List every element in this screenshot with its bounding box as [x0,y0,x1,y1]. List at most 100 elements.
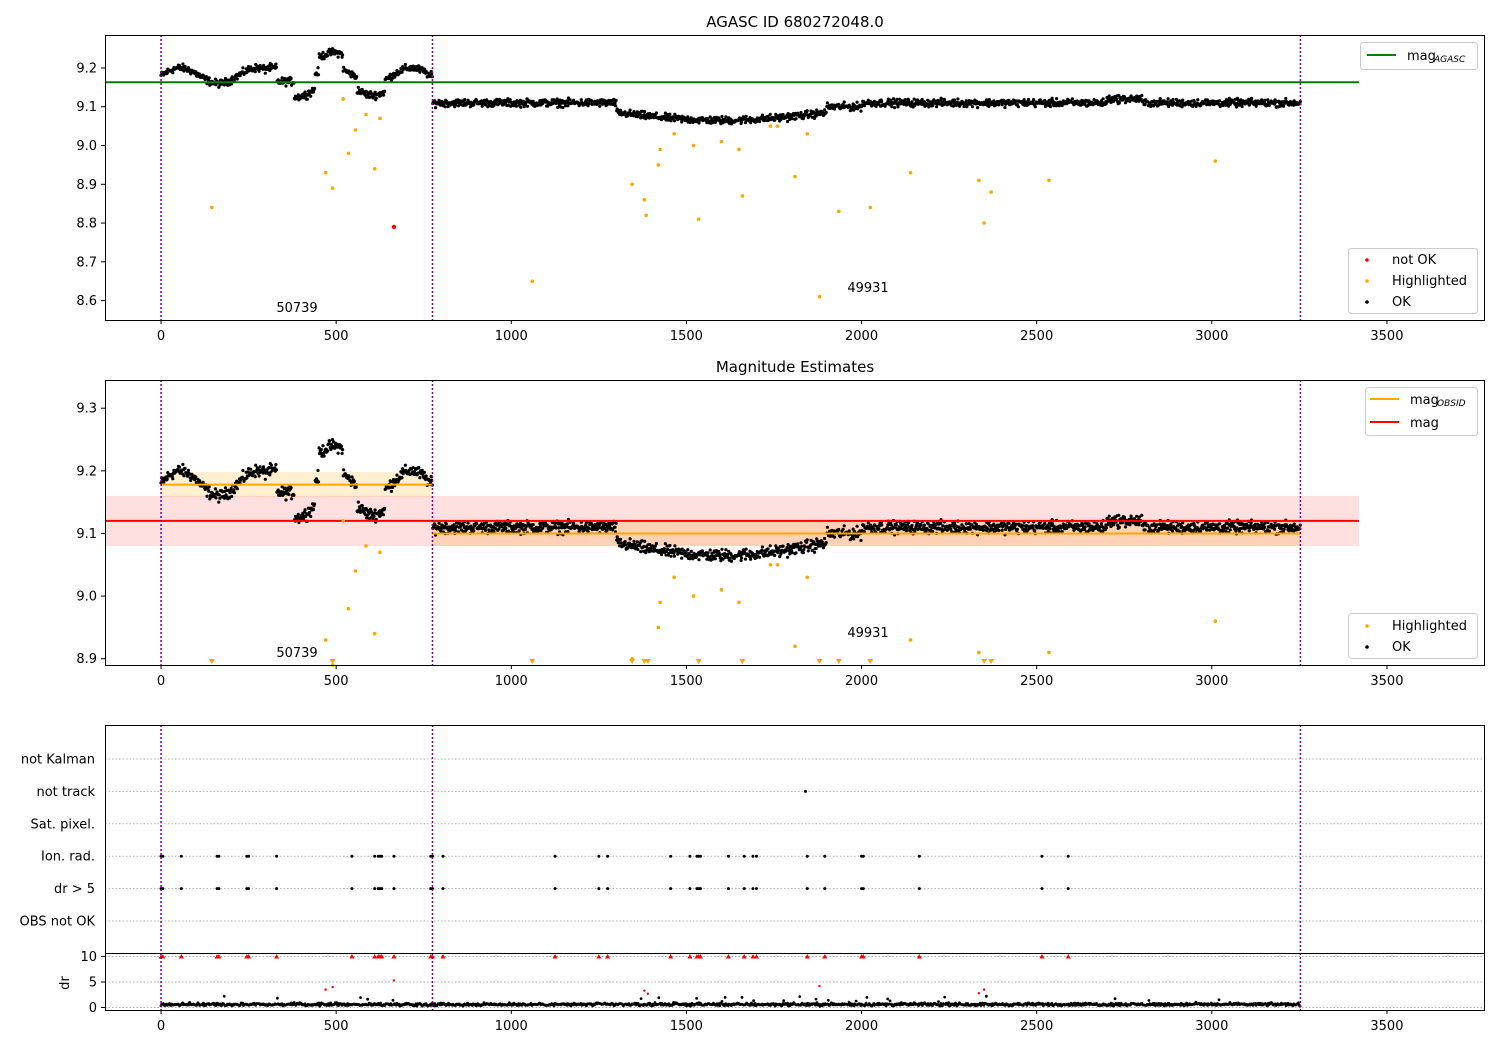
ok-point [274,62,278,66]
ok-point [710,551,714,555]
ok-point [1007,98,1011,102]
ok-point [369,509,373,514]
ok-point [1227,96,1231,100]
ok-point [307,92,312,96]
ok-point [1179,524,1184,528]
ok-point [922,523,926,527]
y-tick-label: 8.8 [76,217,97,232]
flag-point [350,887,354,891]
ok-point [801,551,805,555]
ok-point [777,548,781,552]
ok-point [586,530,590,534]
ok-point [400,70,404,74]
x-tick-label: 1500 [670,329,703,344]
ok-point [912,97,916,101]
ok-point [997,103,1001,107]
ok-point [992,522,996,526]
ok-point [1232,524,1236,529]
ok-point [1007,521,1011,525]
ok-point [1165,527,1170,532]
ok-point [740,556,744,560]
ok-point [519,105,523,109]
ok-point [706,117,710,121]
lower-limit-marker [529,659,536,664]
highlighted-point [378,116,382,121]
ok-point [718,554,722,558]
ok-point [545,523,549,527]
x-tick-label: 0 [157,674,165,689]
ok-point [400,476,404,480]
ok-point [309,94,313,98]
ok-point [170,474,174,478]
flag-point [441,854,445,858]
legend-marker-highlighted [1365,279,1369,283]
highlighted-point [658,147,662,152]
ok-point [824,110,828,114]
ok-point [395,473,399,477]
ok-point [1143,102,1147,107]
flag-point [1066,887,1070,891]
ok-point [1171,103,1175,107]
legend-label-mag-obsid: mag [1410,393,1439,408]
legend-label-obsid-sub: OBSID [1437,399,1466,409]
ok-point [494,527,498,531]
ok-point [1267,529,1272,533]
ok-point [311,90,316,94]
ok-point [439,527,443,531]
ok-point [524,524,529,528]
ok-point [632,539,636,543]
ok-point [1083,525,1087,529]
ok-point [1158,97,1162,101]
ok-point [232,491,237,495]
legend-marker-not-ok [1365,258,1369,262]
x-tick-label: 2000 [845,329,878,344]
ok-point [201,480,205,484]
ok-point [654,111,659,115]
ok-point [855,100,859,104]
ok-point [287,492,291,496]
ok-point [571,521,576,525]
ok-point [1101,97,1105,101]
dr-point [391,998,395,1002]
x-tick-label: 3500 [1370,329,1403,344]
ok-point [628,537,632,541]
ok-point [790,117,794,121]
ok-point [1234,105,1239,109]
ok-point [194,70,198,74]
ok-point [684,550,688,554]
highlighted-point [341,97,345,101]
ok-point [738,550,742,555]
ok-point [1074,526,1078,531]
ok-point [968,102,972,106]
ok-point [514,526,518,530]
ok-point [643,110,647,114]
ok-point [1046,529,1050,533]
ok-point [1112,99,1116,103]
ok-point [1181,98,1185,102]
ok-point [597,526,601,530]
ok-point [466,98,470,102]
highlighted-point [691,143,696,148]
ok-point [1292,522,1296,526]
ok-point [274,468,279,472]
ok-point [768,544,772,548]
ok-point [724,548,728,552]
flag-point [597,887,601,891]
highlighted-point [908,170,913,175]
flag-point [179,854,183,858]
ok-point [805,109,809,113]
ok-point [565,99,569,103]
ok-point [1114,97,1119,101]
ok-point [872,527,876,531]
ok-point [825,525,830,529]
ok-point [296,512,300,516]
ok-point [841,527,845,531]
ok-point [217,500,221,504]
ok-points [159,47,1302,126]
ok-point [395,69,399,73]
legend-marker-ok [1365,645,1369,649]
ok-point [1015,527,1019,532]
ok-point [688,557,692,561]
x-tick-label: 1000 [495,329,528,344]
panel-magnitude-estimates: Magnitude Estimates 8.99.09.19.29.30 500 1… [76,358,1485,689]
